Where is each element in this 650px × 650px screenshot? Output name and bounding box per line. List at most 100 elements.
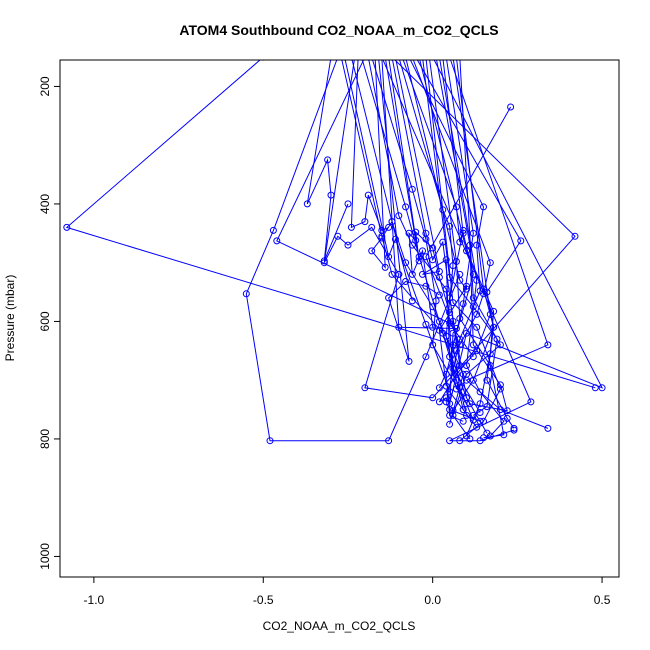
data-point	[451, 60, 455, 61]
series-line	[405, 60, 467, 387]
data-point	[503, 414, 511, 422]
data-point	[368, 223, 376, 231]
data-point	[503, 407, 511, 415]
series-line	[385, 60, 434, 328]
data-point	[446, 406, 454, 414]
series-line	[452, 60, 502, 440]
series-9	[320, 60, 403, 278]
data-point	[449, 411, 457, 419]
x-tick-label: 0.0	[424, 593, 441, 607]
data-point	[415, 253, 423, 261]
data-point	[510, 424, 518, 432]
x-tick-label: -1.0	[84, 593, 105, 607]
series-12	[376, 60, 443, 365]
data-point	[269, 226, 277, 234]
data-point	[352, 60, 357, 61]
series-line	[344, 60, 478, 428]
data-point	[366, 60, 371, 61]
data-point	[469, 294, 477, 302]
data-point	[469, 341, 477, 349]
data-point	[356, 60, 361, 61]
data-point	[466, 400, 474, 408]
data-point	[483, 429, 491, 437]
data-point	[486, 259, 494, 267]
data-point	[459, 417, 467, 425]
data-point	[423, 60, 428, 61]
data-point	[407, 60, 411, 61]
y-tick-label: 800	[38, 429, 52, 449]
data-point	[381, 263, 389, 271]
data-point	[446, 388, 454, 396]
data-point	[435, 384, 443, 392]
data-point	[362, 60, 367, 61]
data-point	[393, 60, 398, 61]
data-point	[439, 238, 447, 246]
data-point	[476, 409, 484, 416]
data-point	[430, 60, 435, 61]
data-point	[459, 406, 467, 414]
data-point	[456, 362, 464, 369]
data-point	[419, 270, 426, 278]
data-point	[395, 212, 403, 220]
data-point	[496, 381, 504, 389]
data-point	[429, 394, 437, 402]
data-point	[422, 282, 430, 290]
series-1	[242, 60, 464, 445]
x-axis: -1.0 -0.5 0.0 0.5	[84, 577, 611, 607]
data-point	[361, 384, 369, 392]
data-point	[335, 60, 340, 61]
data-point	[476, 388, 484, 396]
data-point	[483, 376, 491, 384]
data-point	[429, 303, 437, 311]
data-point	[444, 60, 449, 61]
data-point	[422, 353, 430, 361]
data-point	[544, 341, 552, 349]
data-point	[368, 247, 376, 255]
data-point	[469, 229, 477, 237]
data-point	[420, 60, 425, 61]
data-point	[395, 323, 403, 331]
series-line	[416, 60, 522, 411]
data-point	[402, 278, 410, 285]
data-point	[473, 423, 481, 431]
data-point	[435, 268, 443, 275]
data-point	[361, 218, 369, 226]
data-point	[334, 232, 342, 240]
data-point	[544, 424, 552, 432]
data-point	[273, 237, 281, 245]
data-point	[376, 60, 381, 61]
y-axis-label: Pressure (mbar)	[3, 275, 17, 362]
data-point	[452, 325, 460, 332]
data-point	[344, 241, 352, 249]
data-point	[378, 232, 386, 240]
chart-title: ATOM4 Southbound CO2_NOAA_m_CO2_QCLS	[179, 22, 498, 38]
data-point	[379, 60, 384, 61]
series-line	[323, 60, 400, 275]
data-point	[373, 60, 378, 61]
data-point	[429, 341, 437, 349]
series-34	[359, 60, 477, 424]
data-point	[452, 376, 460, 384]
data-point	[396, 60, 401, 61]
series-line	[245, 60, 461, 442]
y-tick-label: 600	[38, 311, 52, 331]
data-point	[457, 60, 462, 61]
data-point	[261, 60, 266, 61]
data-point	[469, 376, 477, 384]
series-line	[306, 60, 349, 262]
data-point	[413, 60, 418, 61]
data-point	[344, 200, 352, 208]
data-point	[598, 384, 606, 392]
data-point	[440, 60, 445, 61]
data-point	[517, 237, 525, 245]
data-point	[402, 259, 410, 267]
x-tick-label: -0.5	[253, 593, 274, 607]
series-27	[434, 60, 511, 415]
data-point	[266, 437, 274, 445]
data-point	[379, 60, 384, 61]
series-line	[364, 60, 576, 399]
series-line	[276, 60, 474, 357]
data-point	[507, 103, 515, 111]
data-point	[456, 238, 464, 246]
